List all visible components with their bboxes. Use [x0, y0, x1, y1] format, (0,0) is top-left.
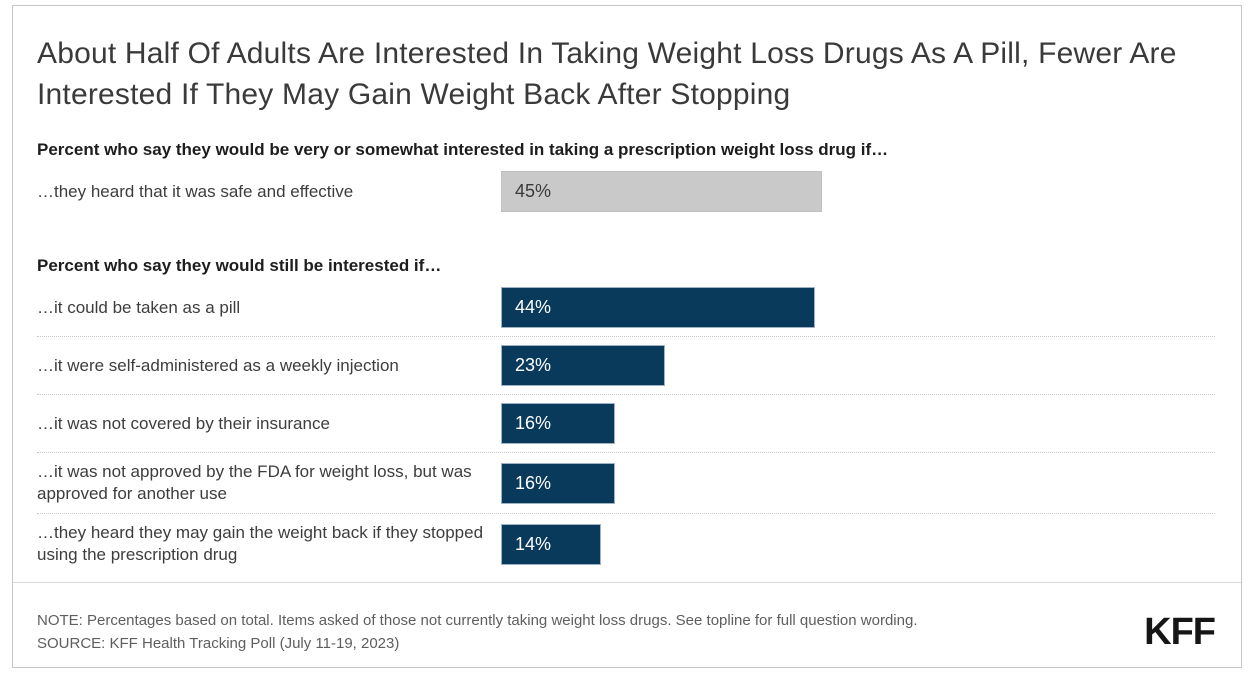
group-heading: Percent who say they would be very or so… — [37, 140, 889, 159]
bar-row: …they heard that it was safe and effecti… — [37, 163, 1215, 220]
bar: 16% — [501, 403, 616, 444]
bar-track: 23% — [501, 345, 1215, 386]
bar-track: 45% — [501, 171, 1215, 212]
footer-text-block: NOTE: Percentages based on total. Items … — [37, 609, 917, 655]
bar-track: 14% — [501, 523, 1215, 565]
bar: 44% — [501, 287, 816, 328]
bar-rows: …they heard that it was safe and effecti… — [37, 163, 1215, 220]
footer-note: NOTE: Percentages based on total. Items … — [37, 612, 918, 629]
bar-row-label: …it was not approved by the FDA for weig… — [37, 462, 472, 503]
bar-value-label: 23% — [515, 355, 552, 375]
bar-row-label: …it could be taken as a pill — [37, 297, 241, 317]
bar-rows: …it could be taken as a pill 44% …it were … — [37, 279, 1215, 574]
bar: 16% — [501, 462, 616, 504]
bar-value-label: 16% — [515, 413, 552, 433]
kff-logo: KFF — [1144, 611, 1216, 653]
chart-group-still-interested-if: Percent who say they would still be inte… — [37, 256, 1215, 574]
bar-row: …it was not covered by their insurance 16… — [37, 394, 1215, 452]
chart-card: About Half Of Adults Are Interested In T… — [12, 5, 1242, 668]
bar-value-label: 16% — [515, 472, 552, 493]
bar-row-label: …it were self-administered as a weekly i… — [37, 355, 399, 375]
bar-row: …it was not approved by the FDA for weig… — [37, 452, 1215, 513]
bar-row-label: …they heard they may gain the weight bac… — [37, 523, 484, 564]
bar-row: …it were self-administered as a weekly i… — [37, 336, 1215, 394]
chart-title: About Half Of Adults Are Interested In T… — [37, 37, 1177, 111]
bar-track: 44% — [501, 287, 1215, 328]
bar: 23% — [501, 345, 666, 386]
bar: 14% — [501, 523, 601, 565]
bar-row: …it could be taken as a pill 44% — [37, 279, 1215, 336]
group-heading: Percent who say they would still be inte… — [37, 256, 442, 275]
bar-row-label: …it was not covered by their insurance — [37, 413, 330, 433]
bar-value-label: 14% — [515, 533, 552, 554]
bar-value-label: 45% — [515, 181, 552, 201]
bar-track: 16% — [501, 462, 1215, 504]
chart-group-interested-if: Percent who say they would be very or so… — [37, 140, 1215, 220]
bar-row: …they heard they may gain the weight bac… — [37, 513, 1215, 574]
bar-value-label: 44% — [515, 297, 552, 317]
bar: 45% — [501, 171, 823, 212]
bar-track: 16% — [501, 403, 1215, 444]
footer-source: SOURCE: KFF Health Tracking Poll (July 1… — [37, 635, 400, 652]
bar-row-label: …they heard that it was safe and effecti… — [37, 181, 354, 201]
chart-footer: NOTE: Percentages based on total. Items … — [13, 582, 1241, 655]
